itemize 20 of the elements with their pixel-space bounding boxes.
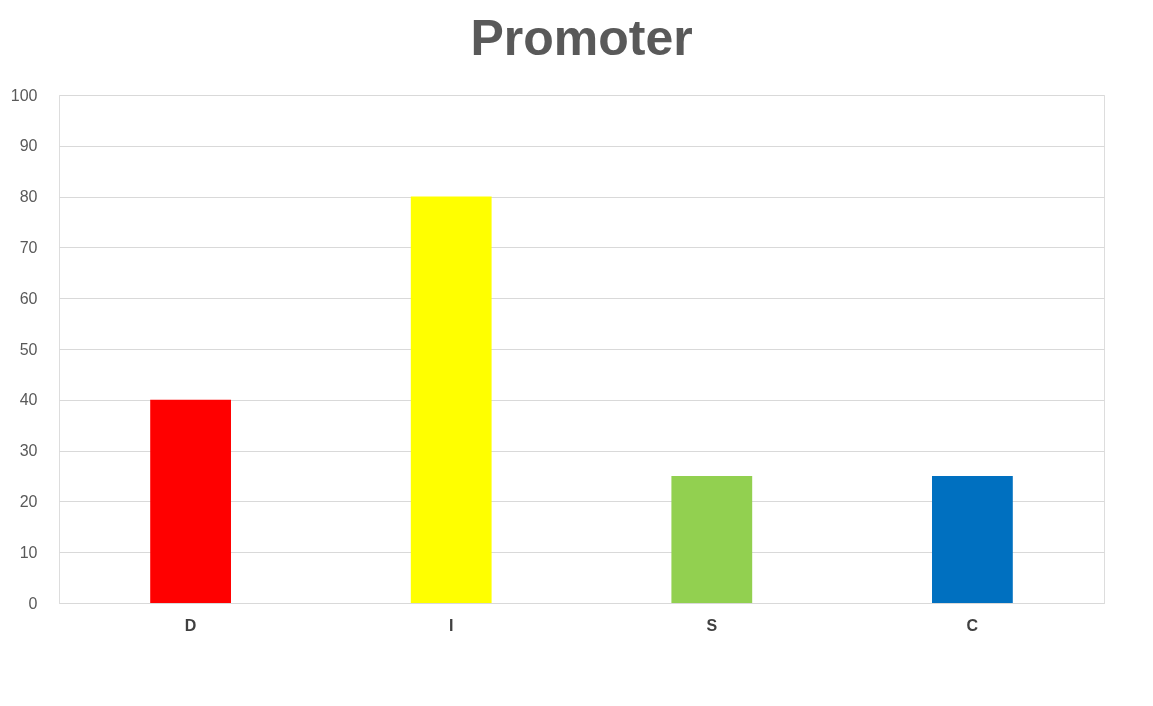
x-tick-label: S (706, 616, 718, 634)
y-tick-label: 60 (19, 289, 38, 307)
y-tick-label: 80 (19, 188, 38, 206)
x-tick-label: I (448, 616, 454, 634)
bar (671, 476, 753, 603)
y-tick-label: 20 (19, 492, 38, 510)
y-tick-label: 30 (19, 442, 38, 460)
y-tick-label: 50 (19, 340, 38, 358)
y-tick-label: 10 (19, 543, 38, 561)
y-tick-label: 40 (19, 391, 38, 409)
y-tick-label: 90 (19, 137, 38, 155)
y-tick-label: 70 (19, 238, 38, 256)
chart-title: Promoter (470, 10, 693, 66)
bar (150, 399, 231, 603)
y-tick-label: 100 (10, 86, 38, 104)
x-tick-label: C (966, 616, 979, 634)
y-tick-label: 0 (28, 594, 38, 612)
x-tick-label: D (184, 616, 197, 634)
bar (410, 196, 492, 603)
bar (932, 476, 1013, 603)
